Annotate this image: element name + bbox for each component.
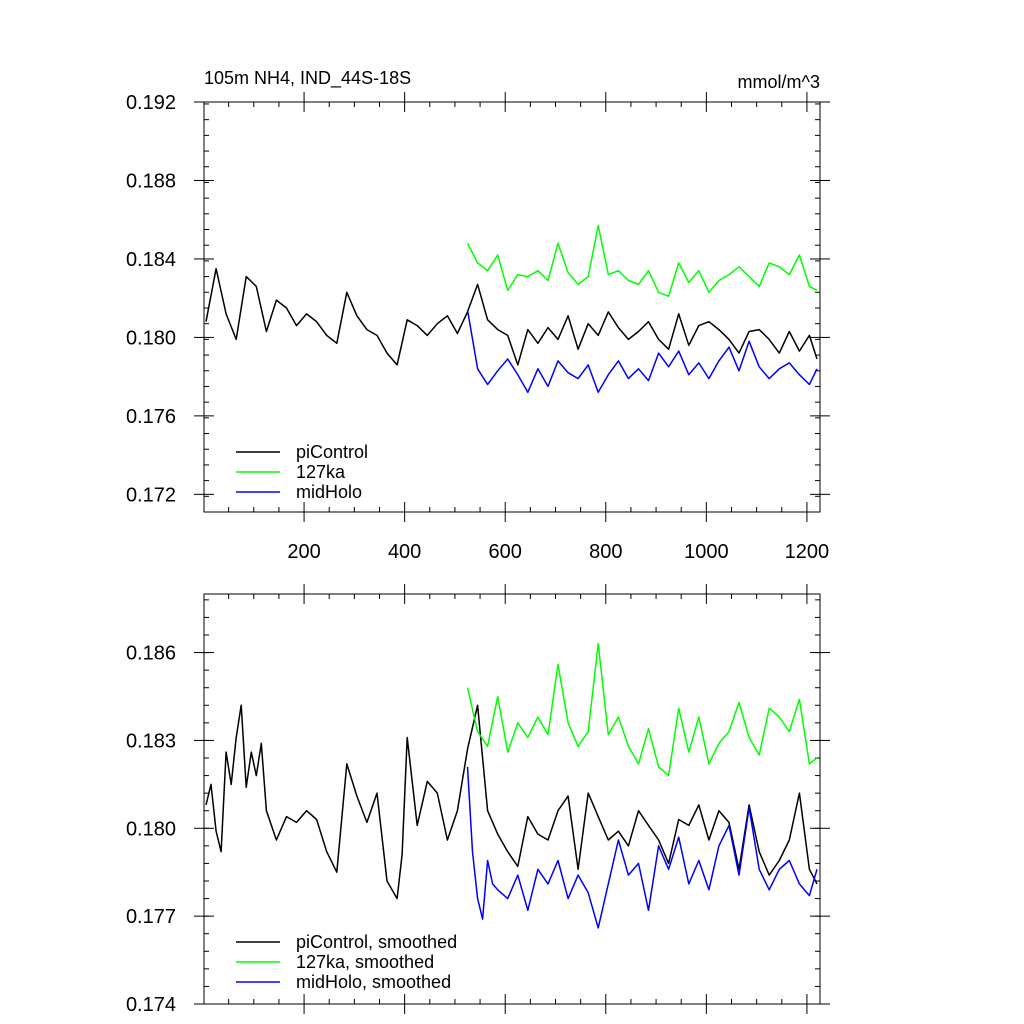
x-tick-label: 200 <box>287 541 320 563</box>
y-tick-label: 0.186 <box>126 643 176 665</box>
x-tick-label: 1200 <box>785 541 830 563</box>
y-tick-label: 0.172 <box>126 484 176 506</box>
bottom-panel-series <box>205 643 818 929</box>
y-tick-label: 0.183 <box>126 730 176 752</box>
legend-label-127ka-smoothed: 127ka, smoothed <box>296 952 434 972</box>
y-tick-label: 0.176 <box>126 406 176 428</box>
series-line-picontrol-smoothed <box>205 704 818 900</box>
top-panel-units: mmol/m^3 <box>738 72 820 92</box>
series-line-midholo-smoothed <box>466 766 818 929</box>
x-tick-label: 400 <box>388 541 421 563</box>
series-line-127ka <box>466 224 818 297</box>
y-tick-label: 0.177 <box>126 906 176 928</box>
series-line-127ka-smoothed <box>466 643 818 777</box>
legend-label-127ka: 127ka <box>296 462 346 482</box>
y-tick-label: 0.180 <box>126 327 176 349</box>
top-panel: 105m NH4, IND_44S-18S mmol/m^3 200 400 600… <box>126 68 830 563</box>
y-tick-label: 0.184 <box>126 249 176 271</box>
bottom-panel-frame <box>203 593 821 1005</box>
y-tick-label: 0.180 <box>126 818 176 840</box>
top-panel-frame <box>203 101 821 513</box>
legend-label-midholo-smoothed: midHolo, smoothed <box>296 972 451 992</box>
bottom-panel: 0.174 0.177 0.180 0.183 0.186 piControl, smo… <box>126 584 830 1016</box>
top-panel-series <box>205 224 818 394</box>
y-tick-label: 0.192 <box>126 92 176 114</box>
x-tick-label: 800 <box>589 541 622 563</box>
x-tick-label: 1000 <box>684 541 729 563</box>
legend-label-picontrol: piControl <box>296 442 368 462</box>
legend-label-midholo: midHolo <box>296 482 362 502</box>
top-panel-title: 105m NH4, IND_44S-18S <box>204 68 411 89</box>
top-panel-axes: 200 400 600 800 1000 1200 0.172 0.176 0.180 0.184… <box>126 92 830 563</box>
legend-label-picontrol-smoothed: piControl, smoothed <box>296 932 457 952</box>
bottom-panel-axes: 0.174 0.177 0.180 0.183 0.186 <box>126 584 830 1016</box>
y-tick-label: 0.188 <box>126 170 176 192</box>
x-tick-label: 600 <box>489 541 522 563</box>
y-tick-label: 0.174 <box>126 994 176 1016</box>
series-line-midholo <box>466 309 818 394</box>
series-line-picontrol <box>205 267 818 366</box>
